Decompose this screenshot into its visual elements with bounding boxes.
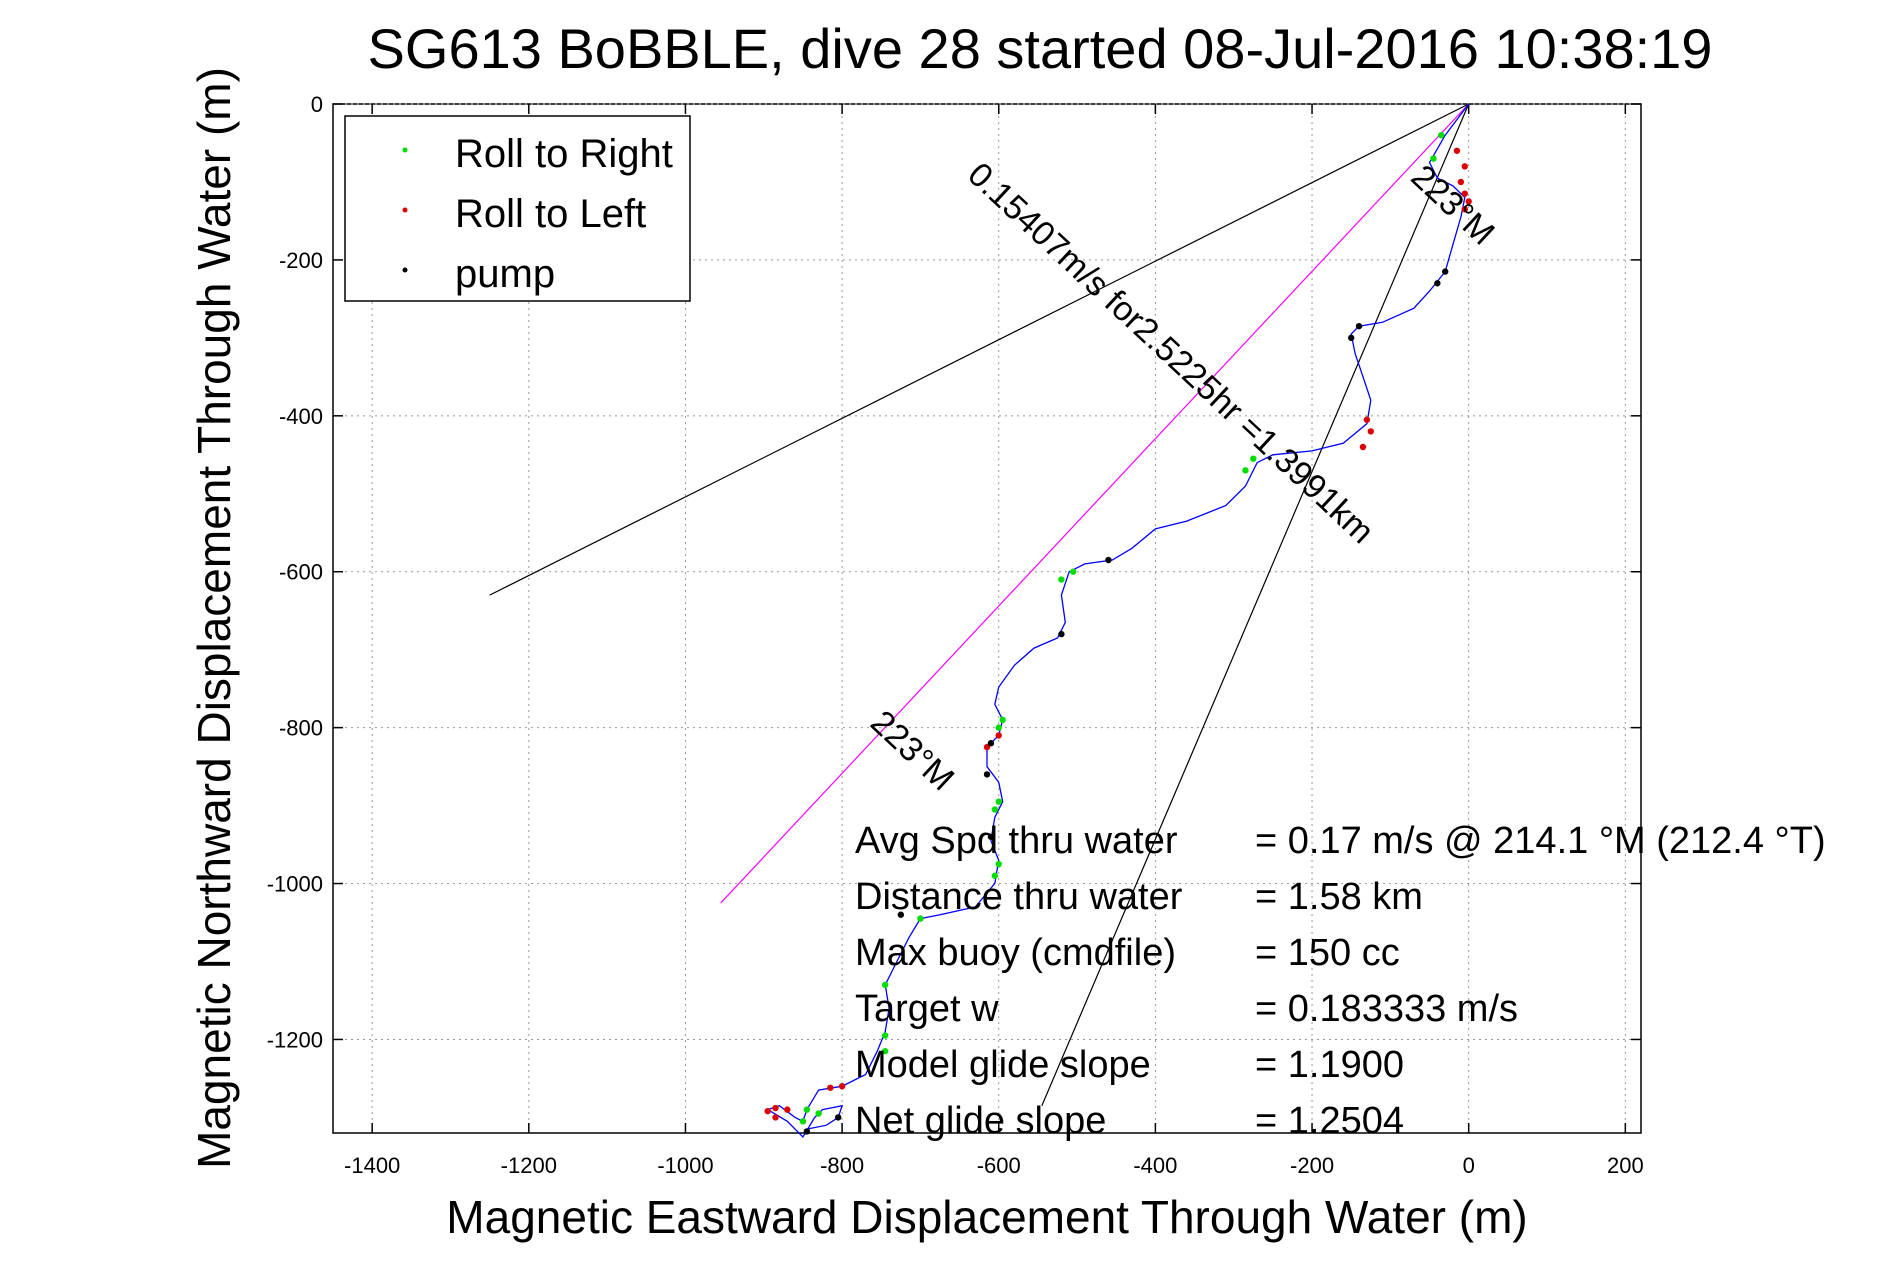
dive-stats: Avg Spd thru water = 0.17 m/s @ 214.1 °M … bbox=[855, 820, 1826, 1142]
pump-point bbox=[1441, 268, 1449, 275]
roll-left-point bbox=[764, 1107, 771, 1115]
reference-line bbox=[489, 103, 1469, 596]
legend: Roll to Right Roll to Left pump bbox=[344, 115, 691, 302]
x-tick-label: -200 bbox=[1290, 1153, 1334, 1178]
roll-right-point bbox=[1058, 576, 1065, 583]
pump-point bbox=[897, 911, 905, 918]
pump-point bbox=[1105, 556, 1112, 564]
roll-right-point bbox=[1250, 455, 1257, 462]
stat-label: Model glide slope bbox=[855, 1044, 1151, 1086]
y-tick-label: -1200 bbox=[267, 1027, 323, 1052]
roll-left-point bbox=[995, 732, 1002, 739]
roll-left-point bbox=[1457, 178, 1465, 186]
roll-right-point bbox=[803, 1106, 811, 1113]
roll-right-point bbox=[917, 915, 924, 922]
y-tick-label: -1000 bbox=[267, 872, 323, 897]
roll-left-point bbox=[772, 1114, 779, 1121]
roll-right-point bbox=[995, 798, 1002, 805]
x-tick-label: -1000 bbox=[657, 1153, 713, 1178]
roll-right-point bbox=[1438, 131, 1445, 139]
roll-left-point bbox=[827, 1084, 834, 1091]
roll-right-point bbox=[999, 716, 1006, 724]
roll-left-point bbox=[1367, 428, 1374, 435]
roll-right-point bbox=[991, 872, 999, 879]
pump-point bbox=[983, 771, 991, 778]
roll-left-point bbox=[1363, 416, 1371, 423]
stat-value: = 1.2504 bbox=[1255, 1100, 1404, 1142]
x-tick-label: -400 bbox=[1133, 1153, 1177, 1178]
roll-right-point bbox=[881, 1047, 889, 1055]
x-tick-label: 0 bbox=[1463, 1153, 1475, 1178]
pump-point bbox=[1348, 334, 1355, 342]
roll-left-point bbox=[1359, 443, 1367, 451]
pump-point bbox=[803, 1128, 811, 1135]
roll-left-point bbox=[772, 1104, 779, 1112]
roll-right-point bbox=[1069, 568, 1077, 575]
roll-right-point bbox=[881, 981, 889, 989]
reference-line bbox=[720, 103, 1470, 904]
pump-point bbox=[987, 740, 995, 747]
roll-left-point bbox=[784, 1106, 791, 1113]
stat-label: Avg Spd thru water bbox=[855, 820, 1178, 862]
roll-right-point bbox=[1430, 155, 1437, 162]
stat-value: = 0.183333 m/s bbox=[1255, 988, 1518, 1030]
x-tick-label: -600 bbox=[977, 1153, 1021, 1178]
stat-value: = 1.1900 bbox=[1255, 1044, 1404, 1086]
roll-left-point bbox=[1453, 147, 1461, 154]
x-axis-label: Magnetic Eastward Displacement Through W… bbox=[446, 1191, 1527, 1243]
chart-title: SG613 BoBBLE, dive 28 started 08-Jul-201… bbox=[368, 17, 1713, 80]
legend-label: Roll to Right bbox=[455, 132, 673, 176]
marker-points bbox=[764, 131, 1472, 1135]
stat-label: Max buoy (cmdfile) bbox=[855, 932, 1176, 974]
pump-point bbox=[987, 833, 995, 840]
x-tick-label: -1400 bbox=[344, 1153, 400, 1178]
stat-value: = 1.58 km bbox=[1255, 876, 1423, 918]
reference-line bbox=[1041, 103, 1470, 1106]
stat-label: Target w bbox=[855, 988, 999, 1030]
x-tick-label: -1200 bbox=[501, 1153, 557, 1178]
stat-label: Distance thru water bbox=[855, 876, 1183, 918]
x-tick-label: 200 bbox=[1607, 1153, 1644, 1178]
y-tick-label: -600 bbox=[279, 560, 323, 585]
roll-right-point bbox=[995, 860, 1002, 868]
roll-right-point bbox=[881, 1032, 889, 1039]
roll-right-point bbox=[799, 1118, 807, 1125]
pump-point bbox=[834, 1114, 842, 1121]
pump-point bbox=[1058, 630, 1065, 638]
roll-right-point bbox=[995, 724, 1002, 731]
roll-right-point bbox=[991, 806, 999, 813]
roll-left-point bbox=[1465, 198, 1472, 205]
roll-left-point bbox=[983, 743, 991, 751]
stat-value: = 150 cc bbox=[1255, 932, 1400, 974]
legend-label: Roll to Left bbox=[455, 192, 646, 236]
roll-right-point bbox=[815, 1110, 822, 1117]
x-tick-label: -800 bbox=[820, 1153, 864, 1178]
pump-point bbox=[1355, 322, 1363, 330]
y-tick-label: -400 bbox=[279, 404, 323, 429]
legend-box bbox=[344, 115, 691, 302]
y-axis-label: Magnetic Northward Displacement Through … bbox=[188, 67, 240, 1169]
legend-marker bbox=[402, 207, 408, 213]
reference-lines bbox=[489, 103, 1470, 1106]
stat-label: Net glide slope bbox=[855, 1100, 1106, 1142]
roll-left-point bbox=[1461, 190, 1468, 197]
legend-label: pump bbox=[455, 252, 555, 296]
y-tick-label: -800 bbox=[279, 716, 323, 741]
y-tick-label: -200 bbox=[279, 248, 323, 273]
stat-value: = 0.17 m/s @ 214.1 °M (212.4 °T) bbox=[1255, 820, 1826, 862]
y-tick-label: 0 bbox=[311, 92, 323, 117]
roll-left-point bbox=[838, 1083, 846, 1090]
legend-marker bbox=[402, 147, 408, 153]
roll-left-point bbox=[1461, 206, 1468, 213]
axis-ticks: -1400 -1200 -1000 -800 -600 -400 -200 0 200 0 -200… bbox=[267, 92, 1644, 1178]
roll-left-point bbox=[1461, 163, 1468, 170]
legend-marker bbox=[402, 267, 408, 273]
pump-point bbox=[1434, 280, 1441, 287]
roll-right-point bbox=[1242, 467, 1249, 474]
